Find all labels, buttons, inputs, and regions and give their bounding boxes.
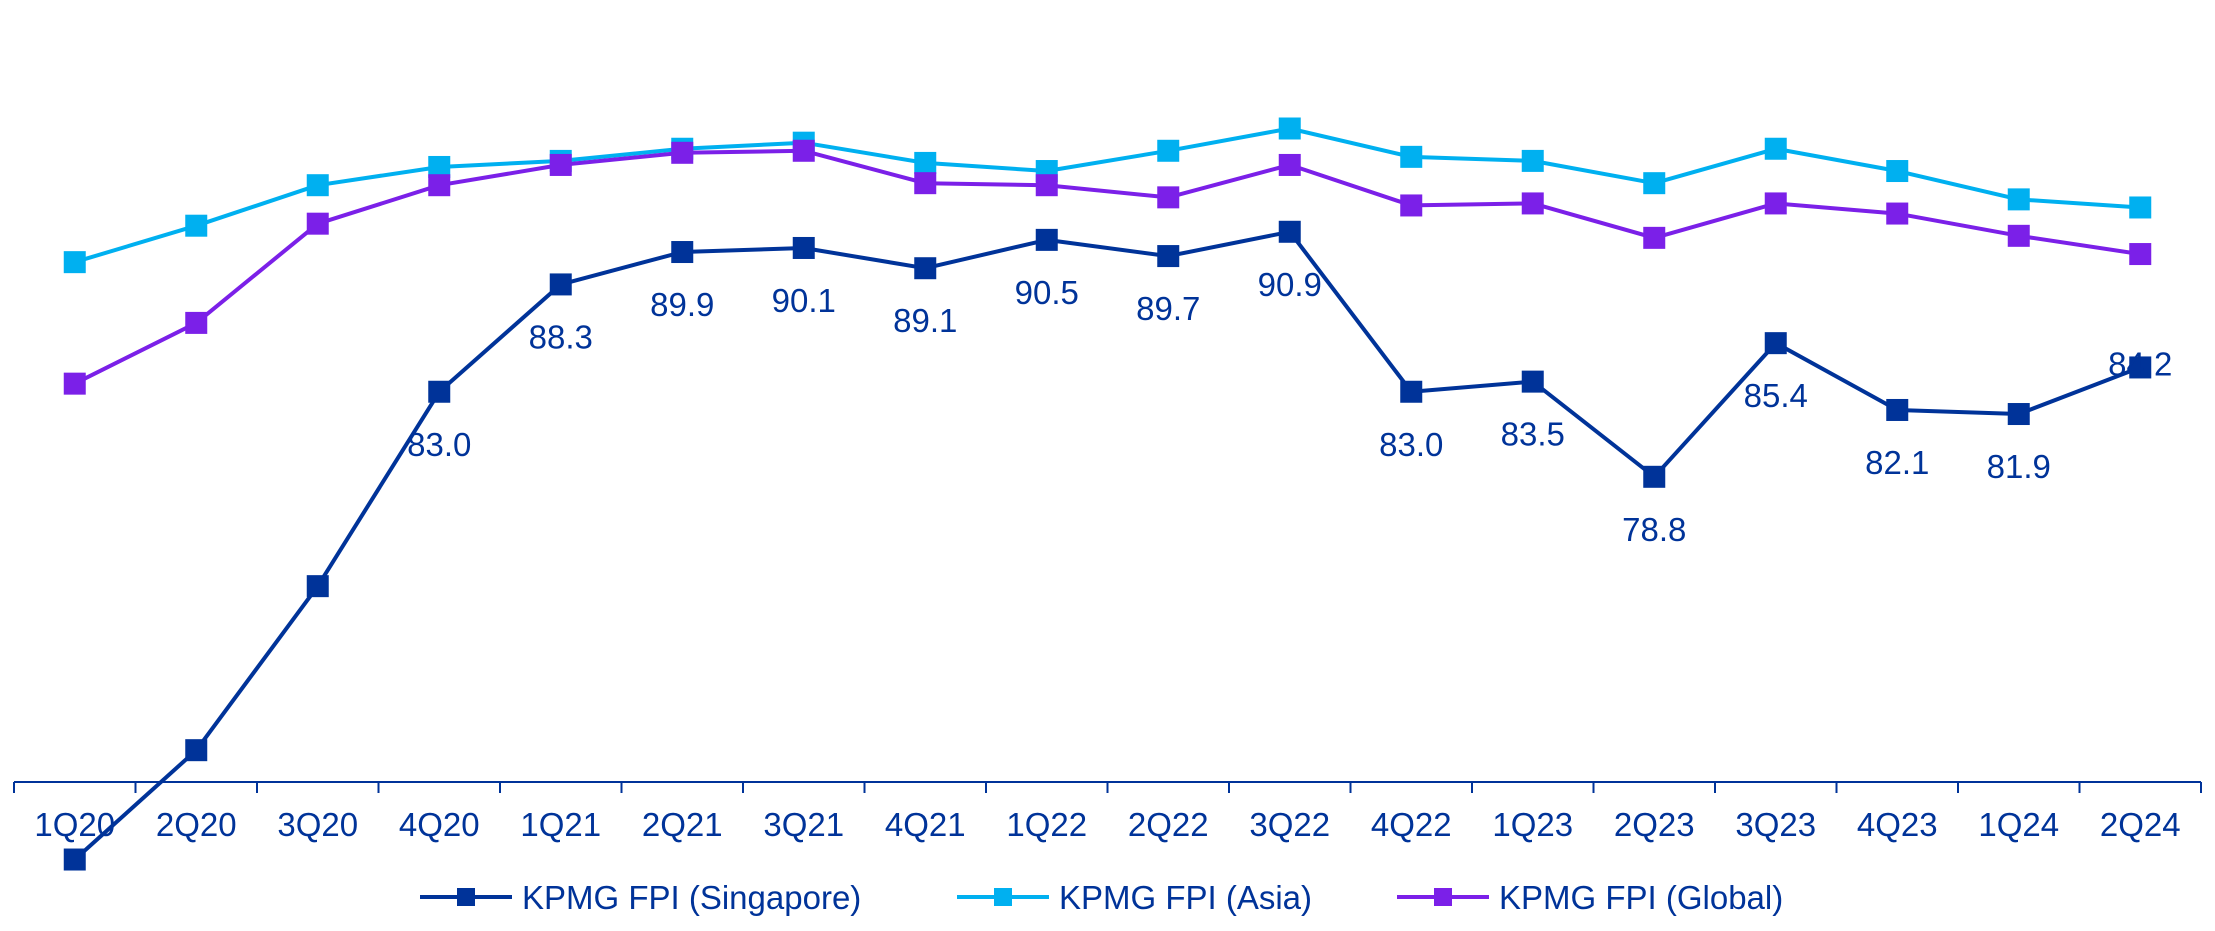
data-label: 89.7 (1136, 290, 1200, 327)
x-tick-label: 3Q22 (1249, 806, 1330, 843)
data-point-kpmg-fpi-global (185, 311, 208, 334)
data-point-kpmg-fpi-singapore (1278, 220, 1301, 243)
data-label: 82.1 (1865, 444, 1929, 481)
data-label: 83.0 (407, 426, 471, 463)
x-tick-label: 3Q21 (763, 806, 844, 843)
x-tick-label: 1Q21 (520, 806, 601, 843)
data-label: 89.9 (650, 286, 714, 323)
series-line-kpmg-fpi-singapore (73, 229, 2142, 861)
legend-label: KPMG FPI (Singapore) (522, 879, 861, 916)
data-point-kpmg-fpi-asia (1886, 160, 1909, 183)
data-point-kpmg-fpi-asia (428, 155, 451, 178)
data-point-kpmg-fpi-global (306, 212, 329, 235)
data-point-kpmg-fpi-global (549, 153, 572, 176)
data-label: 90.5 (1015, 274, 1079, 311)
data-point-kpmg-fpi-singapore (185, 739, 208, 762)
data-point-kpmg-fpi-asia (1400, 145, 1423, 168)
data-point-kpmg-fpi-global (1764, 192, 1787, 215)
legend-label: KPMG FPI (Global) (1499, 879, 1783, 916)
data-point-kpmg-fpi-asia (1521, 149, 1544, 172)
data-point-kpmg-fpi-global (671, 141, 694, 164)
data-point-kpmg-fpi-asia (1764, 137, 1787, 160)
data-label: 78.8 (1622, 511, 1686, 548)
data-point-kpmg-fpi-global (914, 172, 937, 195)
data-label: 85.4 (1744, 377, 1808, 414)
x-tick-label: 2Q23 (1614, 806, 1695, 843)
data-point-kpmg-fpi-singapore (1764, 332, 1787, 355)
data-label: 81.9 (1987, 448, 2051, 485)
data-point-kpmg-fpi-global (1643, 226, 1666, 249)
data-point-kpmg-fpi-singapore (1521, 370, 1544, 393)
data-point-kpmg-fpi-singapore (63, 848, 86, 871)
data-point-kpmg-fpi-asia (1643, 172, 1666, 195)
x-tick-label: 4Q23 (1857, 806, 1938, 843)
data-point-kpmg-fpi-asia (2129, 196, 2152, 219)
data-point-kpmg-fpi-global (1521, 192, 1544, 215)
x-tick-label: 1Q20 (34, 806, 115, 843)
data-label: 83.0 (1379, 426, 1443, 463)
data-point-kpmg-fpi-global (428, 174, 451, 197)
data-label: 89.1 (893, 302, 957, 339)
x-tick-label: 1Q24 (1978, 806, 2059, 843)
data-point-kpmg-fpi-singapore (2007, 403, 2030, 426)
legend-marker (457, 888, 475, 906)
data-label: 88.3 (529, 318, 593, 355)
data-point-kpmg-fpi-singapore (306, 575, 329, 598)
data-point-kpmg-fpi-singapore (792, 236, 815, 259)
data-point-kpmg-fpi-singapore (1643, 465, 1666, 488)
legend-marker (1434, 888, 1452, 906)
data-point-kpmg-fpi-global (63, 372, 86, 395)
series-line-kpmg-fpi-global (73, 148, 2141, 386)
x-tick-label: 4Q22 (1371, 806, 1452, 843)
x-tick-label: 2Q22 (1128, 806, 1209, 843)
data-point-kpmg-fpi-singapore (2129, 356, 2152, 379)
data-point-kpmg-fpi-asia (914, 151, 937, 174)
data-point-kpmg-fpi-singapore (1157, 245, 1180, 268)
data-point-kpmg-fpi-singapore (1886, 398, 1909, 421)
data-point-kpmg-fpi-asia (63, 251, 86, 274)
data-point-kpmg-fpi-global (1157, 186, 1180, 209)
x-tick-label: 4Q21 (885, 806, 966, 843)
x-tick-label: 3Q20 (277, 806, 358, 843)
data-point-kpmg-fpi-global (1886, 202, 1909, 225)
x-tick-label: 2Q20 (156, 806, 237, 843)
data-label: 83.5 (1501, 416, 1565, 453)
legend-label: KPMG FPI (Asia) (1059, 879, 1312, 916)
x-tick-label: 3Q23 (1735, 806, 1816, 843)
data-point-kpmg-fpi-singapore (428, 380, 451, 403)
data-point-kpmg-fpi-global (1400, 194, 1423, 217)
data-point-kpmg-fpi-global (2129, 243, 2152, 266)
data-point-kpmg-fpi-global (1278, 153, 1301, 176)
data-point-kpmg-fpi-singapore (914, 257, 937, 280)
data-point-kpmg-fpi-asia (1157, 139, 1180, 162)
data-point-kpmg-fpi-global (792, 139, 815, 162)
data-point-kpmg-fpi-global (1035, 174, 1058, 197)
data-label: 90.9 (1258, 266, 1322, 303)
x-tick-label: 1Q23 (1492, 806, 1573, 843)
legend-marker (994, 888, 1012, 906)
data-point-kpmg-fpi-singapore (549, 273, 572, 296)
x-tick-label: 2Q24 (2100, 806, 2181, 843)
data-point-kpmg-fpi-global (2007, 224, 2030, 247)
data-point-kpmg-fpi-asia (185, 214, 208, 237)
data-point-kpmg-fpi-asia (1278, 117, 1301, 140)
data-point-kpmg-fpi-singapore (1035, 228, 1058, 251)
data-point-kpmg-fpi-asia (306, 174, 329, 197)
data-point-kpmg-fpi-singapore (671, 241, 694, 264)
data-label: 90.1 (772, 282, 836, 319)
x-tick-label: 2Q21 (642, 806, 723, 843)
data-point-kpmg-fpi-singapore (1400, 380, 1423, 403)
x-tick-label: 4Q20 (399, 806, 480, 843)
series-line-kpmg-fpi-asia (74, 126, 2141, 265)
data-point-kpmg-fpi-asia (2007, 188, 2030, 211)
x-tick-label: 1Q22 (1006, 806, 1087, 843)
data-label: 84.2 (2108, 345, 2172, 382)
